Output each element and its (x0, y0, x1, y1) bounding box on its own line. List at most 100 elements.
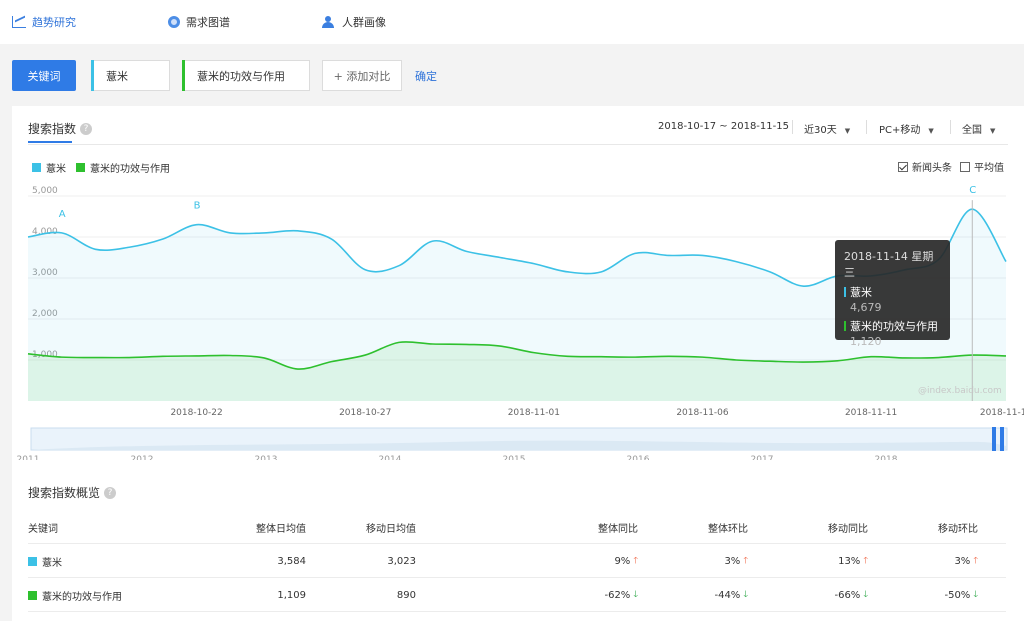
column-header: 整体日均值 (256, 523, 306, 535)
news-checkbox[interactable]: 新闻头条 (898, 159, 952, 174)
tab-underline (28, 141, 72, 143)
yoy-value: 9% (614, 555, 631, 567)
mobile-mom-value: 3% (954, 555, 971, 567)
series-line-effects (27, 341, 1007, 370)
table-header-row: 关键词 整体日均值 移动日均值 整体同比 整体环比 移动同比 移动环比 (28, 510, 1006, 544)
keyword-input-1[interactable]: 薏米 (91, 60, 170, 91)
x-tick-label: 2018-11-06 (676, 408, 729, 418)
y-tick-label: 5,000 (32, 186, 58, 196)
timeline-year-label: 2012 (131, 455, 154, 460)
arrow-down-icon: 🡓 (863, 590, 868, 600)
legend-label[interactable]: 薏米 (46, 164, 66, 175)
nav-item-demand[interactable]: 需求图谱 (168, 13, 230, 31)
timeline-year-label: 2015 (503, 455, 526, 460)
mobile-yoy-value: -66% (834, 589, 861, 601)
chart-legend: 薏米 薏米的功效与作用 (32, 160, 170, 175)
arrow-up-icon: 🡑 (863, 556, 868, 566)
arrow-up-icon: 🡑 (633, 556, 638, 566)
date-range[interactable]: 2018-10-17 ~ 2018-11-15 (658, 121, 789, 132)
confirm-link[interactable]: 确定 (415, 70, 437, 83)
timeline-year-label: 2016 (627, 455, 650, 460)
y-tick-label: 2,000 (32, 309, 58, 319)
keyword-cell: 薏米 (28, 544, 62, 578)
column-header: 移动环比 (938, 523, 978, 535)
yoy-value: -62% (604, 589, 631, 601)
help-icon[interactable]: ? (80, 122, 93, 135)
mobile-yoy-value: 13% (838, 555, 861, 567)
region-select[interactable]: 全国 ▼ (962, 121, 995, 136)
keyword-label: 薏米 (106, 69, 128, 83)
tooltip-series-name: 薏米的功效与作用 (844, 318, 941, 334)
keyword-input-2[interactable]: 薏米的功效与作用 (182, 60, 310, 91)
tooltip-value: 1,120 (850, 335, 882, 348)
arrow-up-icon: 🡑 (973, 556, 978, 566)
legend-swatch (76, 163, 85, 172)
period-select[interactable]: 近30天 ▼ (804, 121, 850, 136)
series-color-bar (844, 321, 846, 331)
mobile-yoy-cell: 13% 🡑 (778, 544, 868, 578)
chart-tooltip: 2018-11-14 星期三 薏米 4,679 薏米的功效与作用 1,120 (835, 240, 950, 348)
trend-chart-icon (12, 16, 26, 28)
overview-title-text: 搜索指数概览 (28, 486, 101, 500)
demand-graph-icon (168, 16, 180, 28)
arrow-down-icon: 🡓 (743, 590, 748, 600)
keyword-name: 薏米的功效与作用 (42, 591, 122, 603)
caret-down-icon: ▼ (844, 127, 851, 135)
x-tick-label: 2018-10-22 (170, 408, 222, 418)
caret-down-icon: ▼ (928, 127, 934, 135)
y-tick-label: 4,000 (32, 227, 58, 237)
mom-value: -44% (714, 589, 741, 601)
checkbox-label: 新闻头条 (912, 163, 952, 174)
timeline-year-label: 2014 (379, 455, 402, 460)
add-compare-button[interactable]: + 添加对比 (322, 60, 402, 91)
table-row: 薏米 3,584 3,023 9% 🡑 3% 🡑 13% 🡑 3% 🡑 (28, 544, 1006, 578)
period-value: 近30天 (804, 125, 837, 136)
mobile-mom-value: -50% (944, 589, 971, 601)
annotation-marker: C (969, 185, 976, 196)
overall-avg-cell: 1,109 (277, 589, 306, 601)
timeline-handle[interactable] (1000, 427, 1004, 451)
nav-item-trend[interactable]: 趋势研究 (12, 13, 76, 31)
device-select[interactable]: PC+移动 ▼ (879, 121, 934, 136)
average-checkbox[interactable]: 平均值 (960, 159, 1004, 174)
tooltip-series-label: 薏米 (850, 286, 872, 299)
keyword-swatch (28, 556, 37, 566)
help-icon[interactable]: ? (104, 486, 117, 499)
divider (950, 120, 951, 134)
column-header: 移动日均值 (366, 523, 416, 535)
divider (792, 120, 793, 134)
timeline-year-label: 2013 (255, 455, 278, 460)
nav-item-label: 趋势研究 (32, 16, 76, 29)
search-index-chart[interactable]: 5,0004,0003,0002,0001,000ABC2018-10-2220… (0, 180, 1024, 460)
column-header: 整体同比 (598, 523, 638, 535)
nav-item-label: 需求图谱 (186, 16, 230, 29)
mobile-yoy-cell: -66% 🡓 (778, 578, 868, 612)
series-area (28, 209, 1006, 401)
legend-label[interactable]: 薏米的功效与作用 (90, 164, 170, 175)
annotation-marker: A (59, 209, 66, 220)
keyword-swatch (28, 590, 37, 600)
annotation-marker: B (194, 201, 201, 212)
arrow-down-icon: 🡓 (633, 590, 638, 600)
overall-avg-cell: 3,584 (277, 555, 306, 567)
keyword-button[interactable]: 关键词 (12, 60, 76, 91)
keyword-label: 薏米的功效与作用 (197, 69, 285, 83)
yoy-cell: -62% 🡓 (548, 578, 638, 612)
mobile-avg-cell: 890 (396, 589, 416, 601)
column-header: 关键词 (28, 523, 58, 535)
column-header: 整体环比 (708, 523, 748, 535)
timeline-year-label: 2017 (751, 455, 774, 460)
watermark: @index.baidu.com (918, 386, 1002, 396)
nav-item-people[interactable]: 人群画像 (322, 13, 386, 31)
mom-cell: 3% 🡑 (658, 544, 748, 578)
x-tick-label: 2018-10-27 (339, 408, 391, 418)
mobile-avg-cell: 3,023 (387, 555, 416, 567)
checkbox-label: 平均值 (974, 163, 1004, 174)
yoy-cell: 9% 🡑 (548, 544, 638, 578)
x-tick-label: 2018-11-01 (508, 408, 560, 418)
tooltip-series-label: 薏米的功效与作用 (850, 320, 938, 333)
search-index-panel: 搜索指数 ? 2018-10-17 ~ 2018-11-15 近30天 ▼ PC+… (12, 106, 1024, 621)
timeline-handle[interactable] (992, 427, 996, 451)
tooltip-value: 4,679 (850, 301, 882, 314)
column-header: 移动同比 (828, 523, 868, 535)
